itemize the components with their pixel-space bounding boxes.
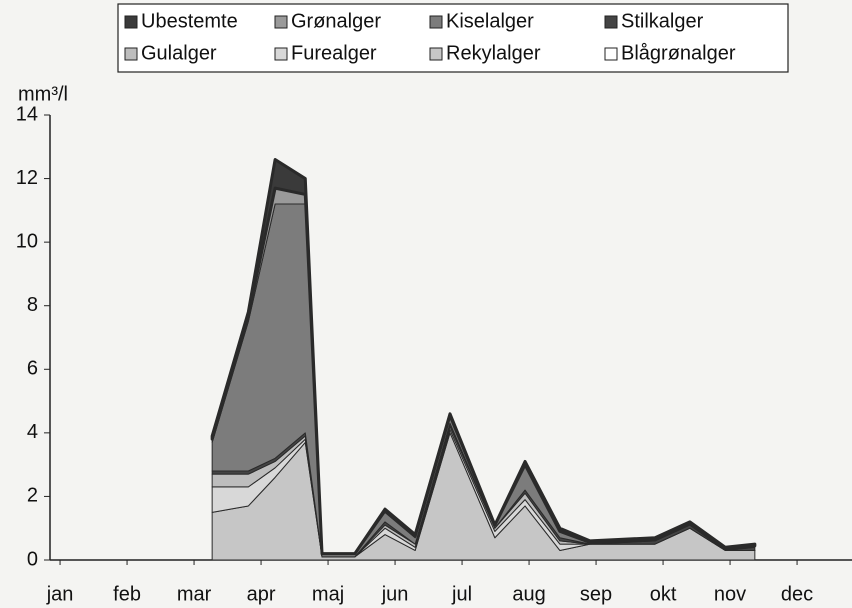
x-tick-label: okt bbox=[650, 583, 677, 605]
x-tick-label: feb bbox=[113, 583, 141, 605]
y-axis-label: mm³/l bbox=[18, 83, 68, 105]
legend-label: Ubestemte bbox=[141, 10, 238, 32]
y-tick-label: 8 bbox=[27, 294, 38, 316]
area bbox=[210, 158, 757, 556]
legend-label: Rekylalger bbox=[446, 42, 541, 64]
y-tick-label: 12 bbox=[16, 167, 38, 189]
x-tick-label: jul bbox=[451, 583, 472, 605]
legend-swatch bbox=[429, 47, 443, 61]
legend-label: Kiselalger bbox=[446, 10, 534, 32]
x-tick-label: nov bbox=[714, 583, 746, 605]
legend-swatch bbox=[124, 47, 138, 61]
y-tick-label: 0 bbox=[27, 548, 38, 570]
legend-label: Gulalger bbox=[141, 42, 217, 64]
x-tick-label: sep bbox=[580, 583, 612, 605]
y-tick-label: 10 bbox=[16, 230, 38, 252]
x-tick-label: dec bbox=[781, 583, 813, 605]
legend-swatch bbox=[124, 15, 138, 29]
legend-swatch bbox=[604, 47, 618, 61]
x-tick-label: mar bbox=[177, 583, 212, 605]
x-tick-label: jun bbox=[381, 583, 409, 605]
y-tick-label: 6 bbox=[27, 358, 38, 380]
y-tick-label: 4 bbox=[27, 421, 38, 443]
legend-swatch bbox=[274, 15, 288, 29]
y-tick-label: 14 bbox=[16, 103, 38, 125]
legend-label: Stilkalger bbox=[621, 10, 704, 32]
x-tick-label: maj bbox=[312, 583, 344, 605]
legend-box bbox=[117, 3, 789, 73]
legend-label: Blågrønalger bbox=[621, 42, 736, 64]
x-tick-label: aug bbox=[512, 583, 545, 605]
legend-label: Grønalger bbox=[291, 10, 381, 32]
legend-swatch bbox=[274, 47, 288, 61]
x-tick-label: apr bbox=[247, 583, 276, 605]
legend-swatch bbox=[429, 15, 443, 29]
x-tick-label: jan bbox=[46, 583, 74, 605]
y-tick-label: 2 bbox=[27, 485, 38, 507]
legend-swatch bbox=[604, 15, 618, 29]
legend-label: Furealger bbox=[291, 42, 377, 64]
